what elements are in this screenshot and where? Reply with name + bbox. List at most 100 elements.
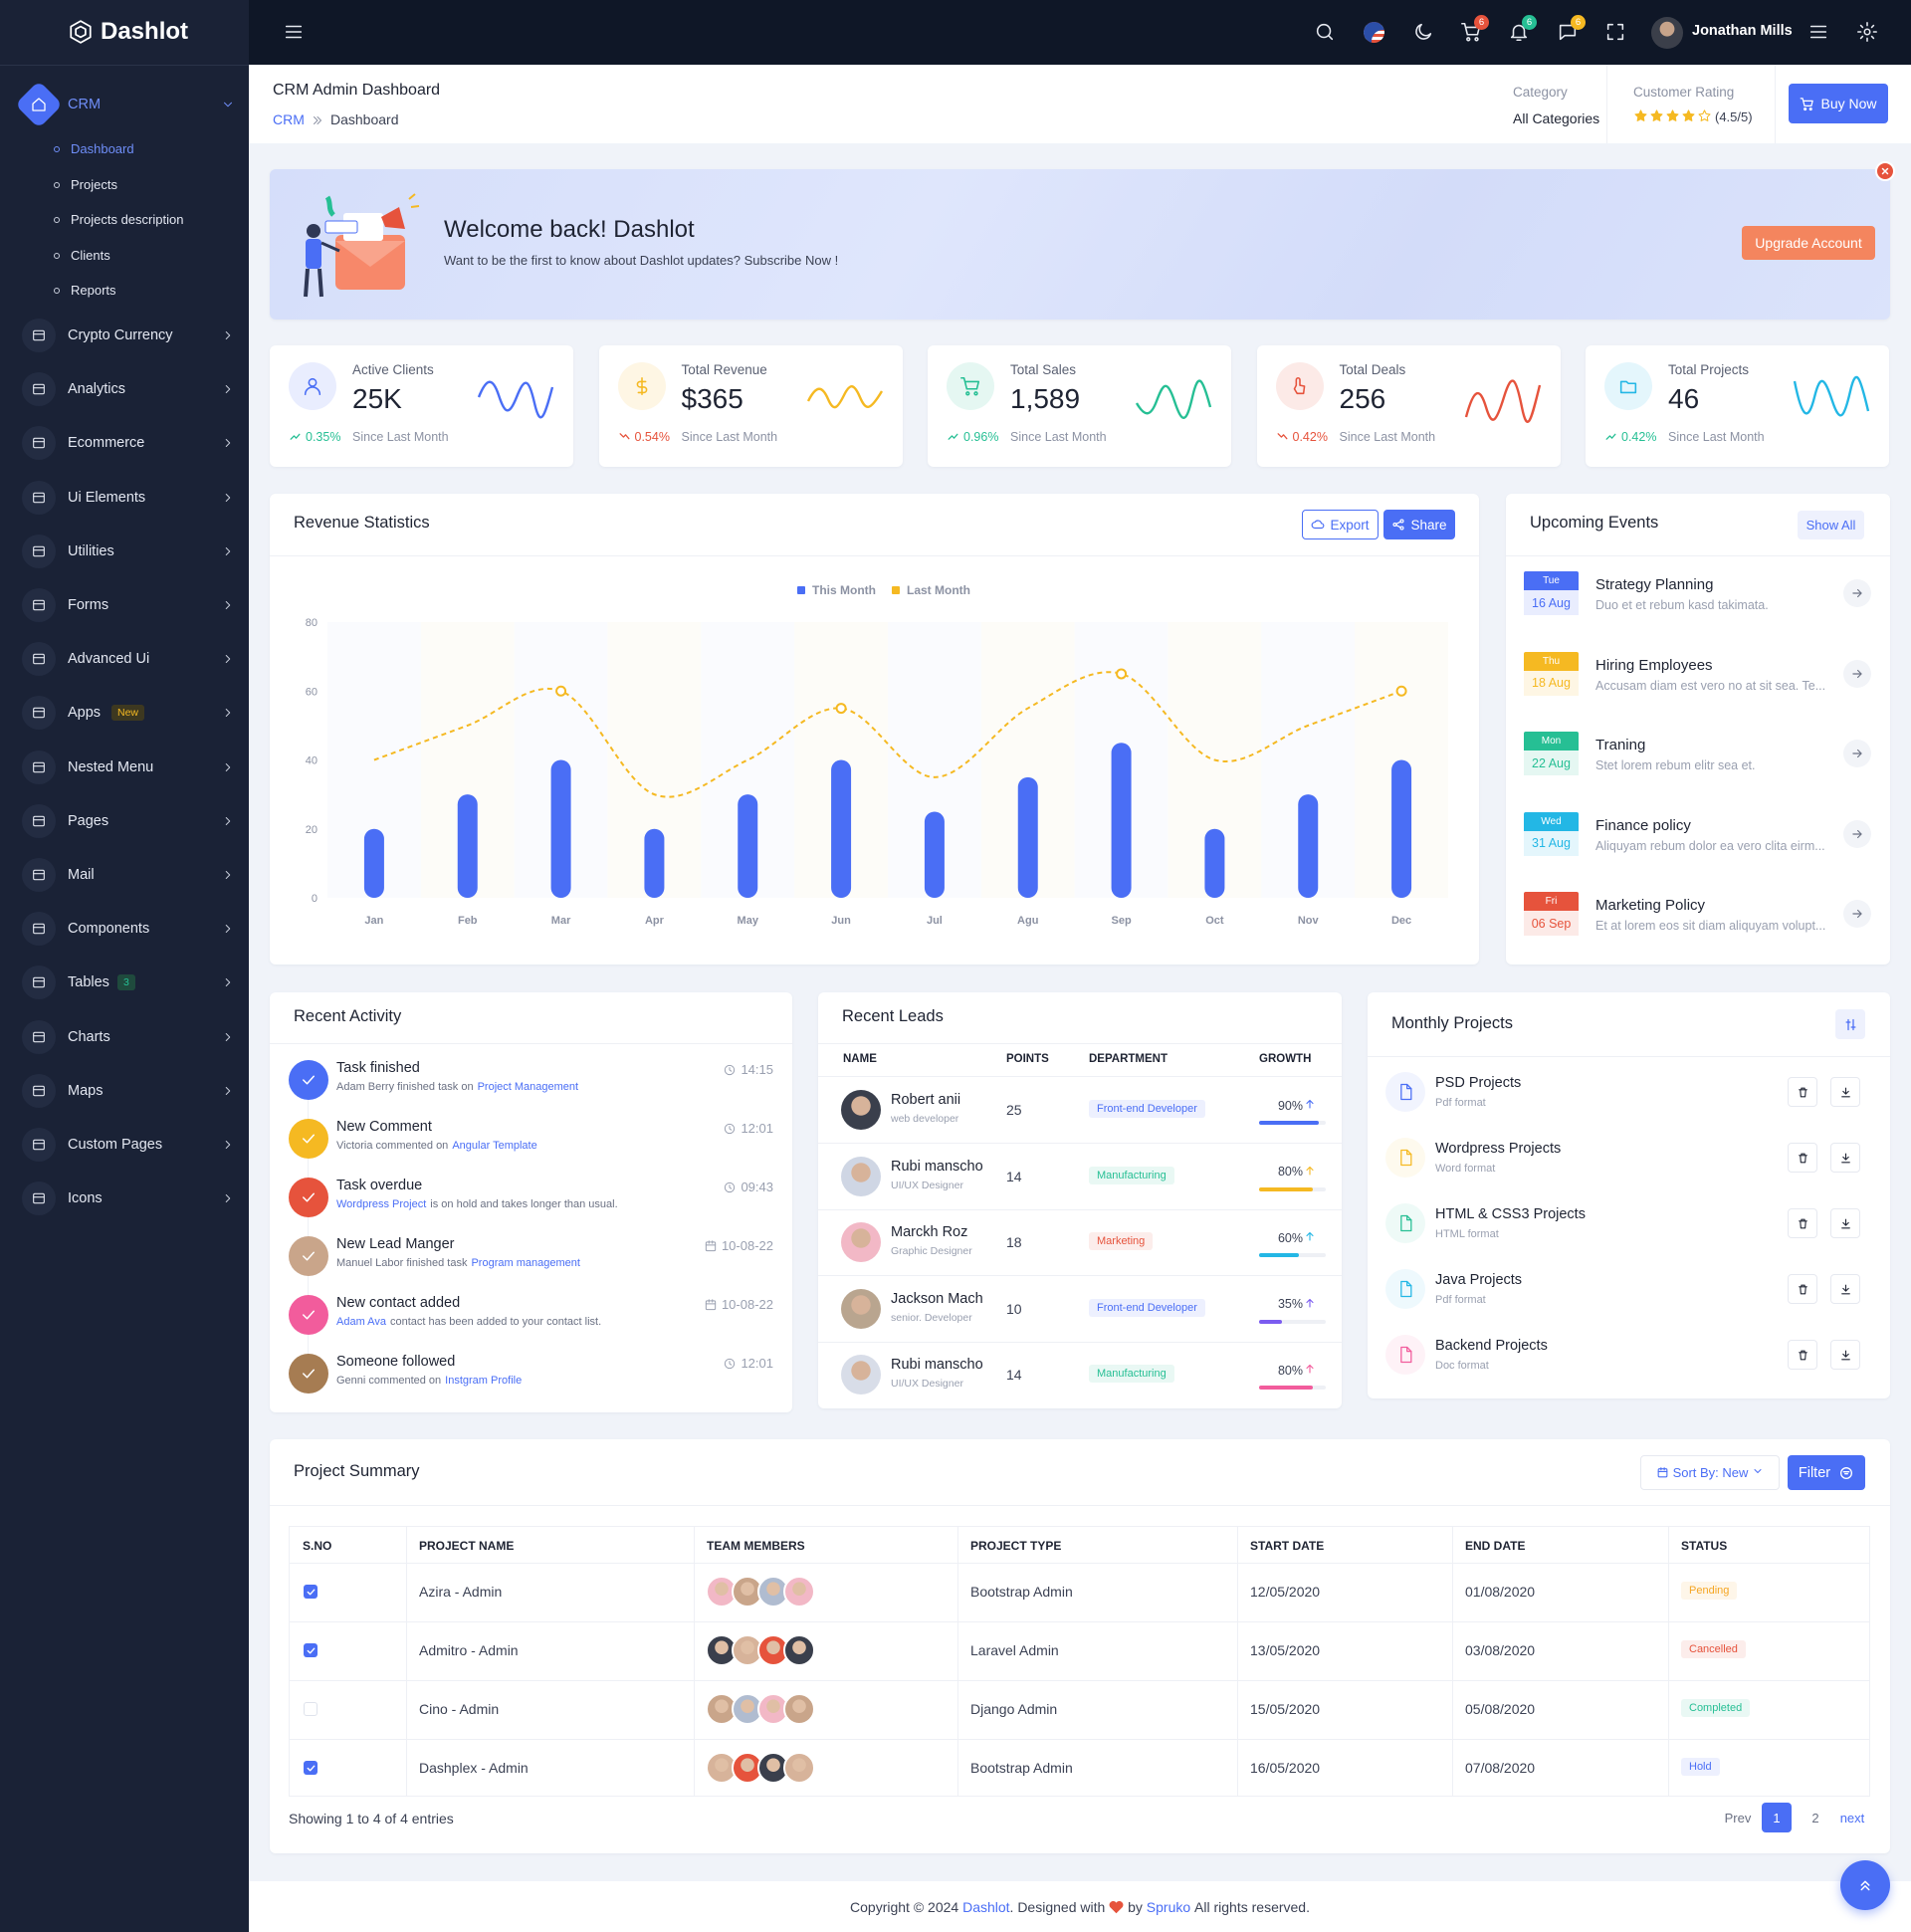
- menu-item[interactable]: Tables 3: [0, 963, 249, 1002]
- delete-button[interactable]: [1788, 1143, 1817, 1173]
- icon-part: [1605, 433, 1616, 440]
- scroll-top-button[interactable]: [1840, 1860, 1890, 1910]
- row-checkbox[interactable]: [304, 1761, 318, 1775]
- side-menu-button[interactable]: [1807, 21, 1829, 43]
- menu-item[interactable]: Ui Elements: [0, 478, 249, 518]
- menu-item[interactable]: Forms: [0, 585, 249, 625]
- activity-link[interactable]: Wordpress Project: [336, 1198, 427, 1210]
- icon-part: [33, 438, 45, 449]
- activity-link[interactable]: Instgram Profile: [445, 1375, 523, 1387]
- submenu-item[interactable]: Projects: [0, 175, 249, 195]
- pagination-item[interactable]: next: [1839, 1810, 1865, 1825]
- event-open-button[interactable]: [1843, 740, 1871, 767]
- delete-button[interactable]: [1788, 1208, 1817, 1238]
- menu-item[interactable]: Utilities: [0, 532, 249, 571]
- fullscreen-button[interactable]: [1604, 21, 1626, 43]
- download-button[interactable]: [1830, 1143, 1860, 1173]
- menu-item[interactable]: Components: [0, 909, 249, 949]
- download-button[interactable]: [1830, 1077, 1860, 1107]
- stat-note: Since Last Month: [1668, 430, 1765, 444]
- event-open-button[interactable]: [1843, 819, 1871, 848]
- activity-link[interactable]: Project Management: [477, 1081, 579, 1093]
- download-button[interactable]: [1830, 1274, 1860, 1304]
- menu-item[interactable]: Charts: [0, 1017, 249, 1057]
- end-date: 07/08/2020: [1465, 1760, 1536, 1776]
- upgrade-button[interactable]: Upgrade Account: [1742, 226, 1875, 260]
- menu-item[interactable]: CRM: [0, 80, 249, 129]
- icon-part: [1793, 375, 1870, 417]
- icon-part: [33, 815, 45, 827]
- menu-item[interactable]: Nested Menu: [0, 748, 249, 787]
- search-button[interactable]: [1314, 21, 1336, 43]
- category-value[interactable]: All Categories: [1513, 110, 1600, 126]
- footer-link[interactable]: Spruko: [1146, 1898, 1191, 1915]
- close-button[interactable]: [1875, 161, 1895, 181]
- options-button[interactable]: [1835, 1009, 1865, 1039]
- submenu-item[interactable]: Projects description: [0, 210, 249, 230]
- menu-item[interactable]: Mail: [0, 855, 249, 895]
- y-tick-label: 0: [312, 893, 318, 905]
- submenu-item[interactable]: Reports: [0, 281, 249, 301]
- stat-value: 25K: [352, 383, 402, 414]
- menu-item[interactable]: Advanced Ui: [0, 639, 249, 679]
- event-open-button[interactable]: [1843, 900, 1871, 928]
- stat-change: 0.35%: [306, 430, 341, 444]
- show-all-button[interactable]: Show All: [1798, 511, 1864, 539]
- theme-toggle[interactable]: [1412, 21, 1434, 43]
- icon-part: [33, 329, 45, 341]
- notifications-button[interactable]: [1508, 21, 1530, 43]
- menu-item[interactable]: Ecommerce: [0, 423, 249, 463]
- delete-button[interactable]: [1788, 1274, 1817, 1304]
- icon-part: [1845, 1018, 1855, 1030]
- icon-part: [1277, 433, 1287, 440]
- row-checkbox[interactable]: [304, 1585, 318, 1599]
- download-button[interactable]: [1830, 1340, 1860, 1370]
- menu-item[interactable]: Pages: [0, 801, 249, 841]
- pagination-item[interactable]: Prev: [1724, 1810, 1752, 1825]
- icon-part: [1852, 669, 1862, 678]
- menu-item[interactable]: Maps: [0, 1071, 249, 1111]
- row-checkbox[interactable]: [304, 1643, 318, 1657]
- footer-link[interactable]: Dashlot: [962, 1898, 1010, 1915]
- icon-part: [33, 438, 45, 449]
- menu-item[interactable]: Crypto Currency: [0, 316, 249, 355]
- language-flag[interactable]: [1364, 22, 1384, 43]
- breadcrumb-link[interactable]: CRM: [273, 111, 305, 127]
- menu-item[interactable]: Custom Pages: [0, 1125, 249, 1165]
- settings-button[interactable]: [1856, 21, 1878, 43]
- icon-part: [33, 923, 45, 935]
- menu-toggle[interactable]: [283, 21, 305, 43]
- menu-item[interactable]: Analytics: [0, 369, 249, 409]
- row-checkbox[interactable]: [304, 1702, 318, 1716]
- department-badge: Manufacturing: [1089, 1365, 1174, 1383]
- buy-now-button[interactable]: Buy Now: [1789, 84, 1888, 123]
- sort-button[interactable]: Sort By: New: [1640, 1455, 1780, 1490]
- activity-link[interactable]: Program management: [471, 1257, 580, 1269]
- download-button[interactable]: [1830, 1208, 1860, 1238]
- icon-part: [806, 385, 883, 409]
- event-open-button[interactable]: [1843, 659, 1871, 688]
- pagination-item[interactable]: 1: [1762, 1803, 1792, 1832]
- share-button[interactable]: Share: [1383, 510, 1455, 539]
- activity-link[interactable]: Angular Template: [452, 1140, 537, 1152]
- icon-part: [1316, 23, 1334, 41]
- submenu-item[interactable]: Dashboard: [0, 139, 249, 159]
- filter-button[interactable]: Filter: [1788, 1455, 1865, 1490]
- menu-item[interactable]: Apps New: [0, 693, 249, 733]
- delete-button[interactable]: [1788, 1340, 1817, 1370]
- x-tick-label: Dec: [1391, 915, 1411, 927]
- submenu-item[interactable]: Clients: [0, 246, 249, 266]
- export-button[interactable]: Export: [1302, 510, 1379, 539]
- delete-button[interactable]: [1788, 1077, 1817, 1107]
- icon-part: [33, 383, 45, 395]
- user-avatar[interactable]: [1651, 17, 1683, 49]
- pagination-item[interactable]: 2: [1811, 1810, 1819, 1825]
- menu-item[interactable]: Icons: [0, 1179, 249, 1218]
- sparkline: [1793, 375, 1870, 425]
- event-text: Et at lorem eos sit diam aliquyam volupt…: [1595, 919, 1826, 933]
- activity-link[interactable]: Adam Ava: [336, 1316, 386, 1328]
- icon-part: [1306, 1298, 1314, 1308]
- menu-label: Pages: [68, 812, 109, 829]
- event-open-button[interactable]: [1843, 579, 1871, 607]
- lead-points: 18: [1006, 1234, 1022, 1250]
